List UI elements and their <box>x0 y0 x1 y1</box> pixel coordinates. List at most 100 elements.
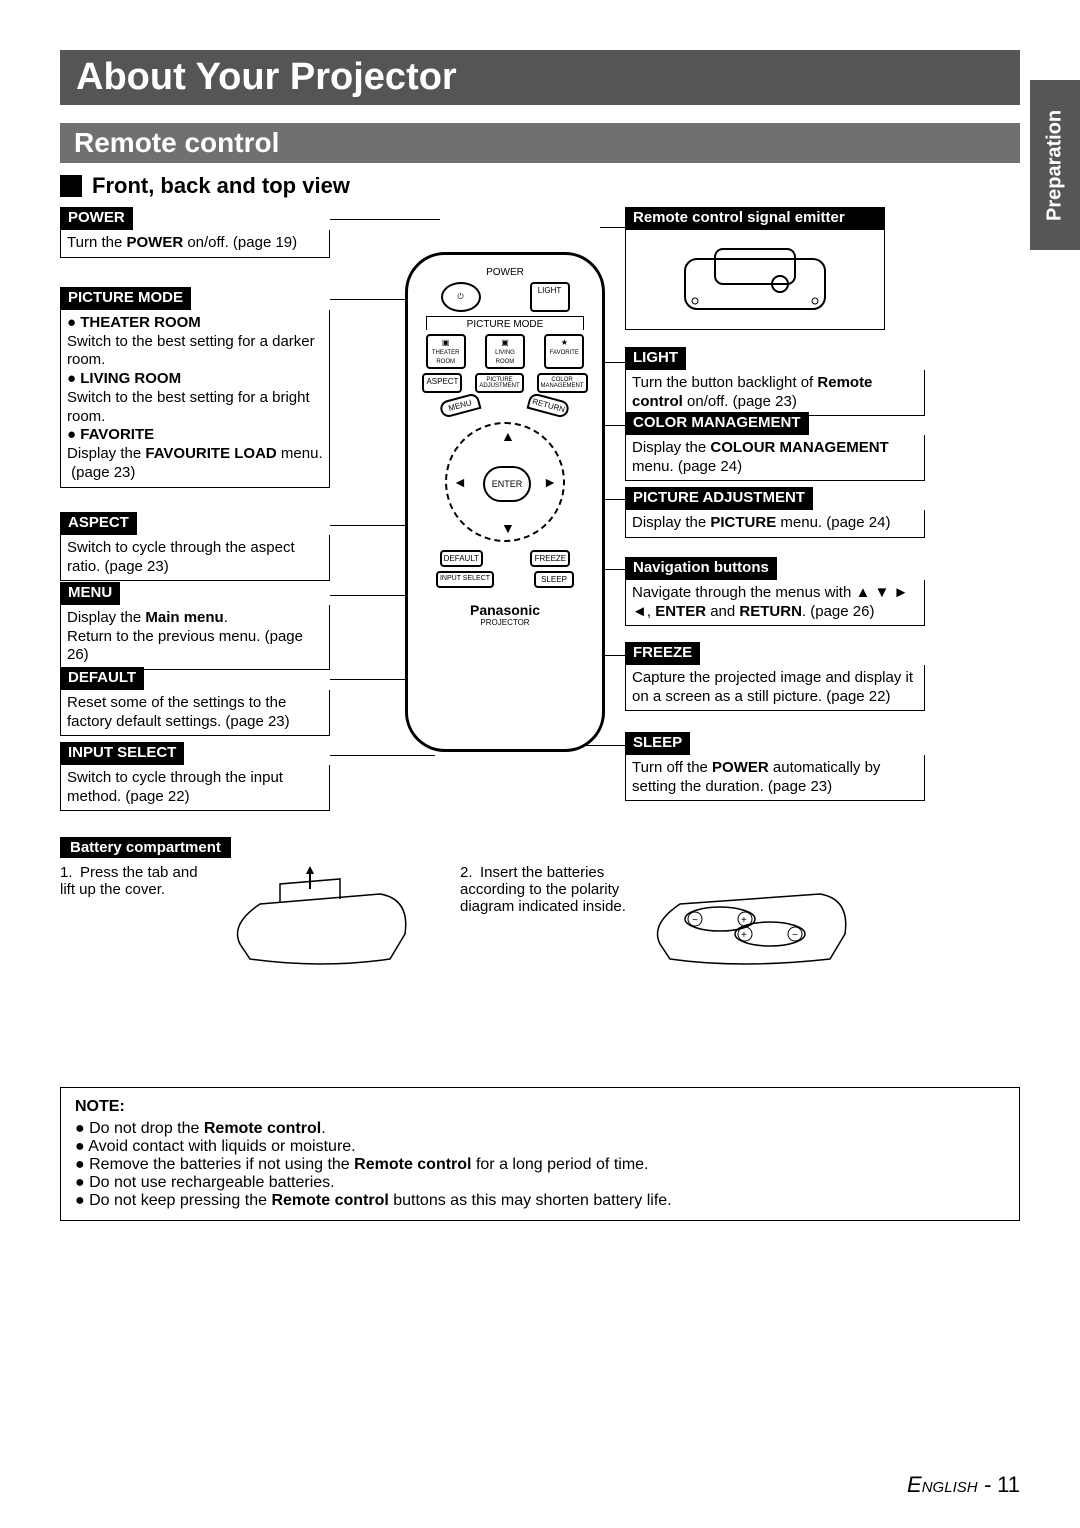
callout-input-select: INPUT SELECT Switch to cycle through the… <box>60 742 330 811</box>
connector-line <box>330 755 435 756</box>
remote-power-label: POWER <box>416 267 594 278</box>
callout-body: Turn off the POWER automatically by sett… <box>625 755 925 802</box>
remote-favorite-button: ★FAVORITE <box>544 334 584 369</box>
remote-light-button: LIGHT <box>530 282 570 312</box>
svg-text:−: − <box>792 930 798 941</box>
callout-body: Reset some of the settings to the factor… <box>60 690 330 737</box>
emitter-icon <box>680 239 830 319</box>
callout-header: Remote control signal emitter <box>625 207 885 230</box>
subsection-heading: Front, back and top view <box>60 173 1020 199</box>
footer-dash: - <box>984 1472 997 1497</box>
callout-color-mgmt: COLOR MANAGEMENT Display the COLOUR MANA… <box>625 412 925 481</box>
subsection-text: Front, back and top view <box>92 173 350 199</box>
note-item: Do not drop the Remote control. <box>75 1120 1005 1138</box>
remote-enter-button: ENTER <box>483 466 531 502</box>
remote-dpad: ▲ ▼ ◄ ► ENTER <box>445 422 565 542</box>
callout-header: COLOR MANAGEMENT <box>625 412 809 435</box>
remote-picadj-button: PICTUREADJUSTMENT <box>475 373 523 393</box>
callout-header: SLEEP <box>625 732 690 755</box>
callout-body: THEATER ROOMSwitch to the best setting f… <box>60 310 330 488</box>
battery-step-2: 2. Insert the batteries according to the… <box>460 864 860 974</box>
page-footer: English - 11 <box>907 1472 1020 1498</box>
remote-brand: Panasonic <box>416 602 594 618</box>
callout-header: MENU <box>60 582 120 605</box>
callout-header: Navigation buttons <box>625 557 777 580</box>
section-subtitle: Remote control <box>60 123 1020 163</box>
remote-sleep-button: SLEEP <box>534 571 574 588</box>
remote-theater-button: ▣THEATERROOM <box>426 334 466 369</box>
callout-header: FREEZE <box>625 642 700 665</box>
remote-aspect-button: ASPECT <box>422 373 462 393</box>
side-tab-preparation: Preparation <box>1030 80 1080 250</box>
arrow-left-icon: ◄ <box>453 474 467 490</box>
remote-return-button: RETURN <box>527 392 571 419</box>
remote-default-button: DEFAULT <box>440 550 483 567</box>
svg-text:−: − <box>692 915 698 926</box>
callout-header: PICTURE MODE <box>60 287 191 310</box>
callout-default: DEFAULT Reset some of the settings to th… <box>60 667 330 736</box>
battery-step1-text: 1. Press the tab and lift up the cover. <box>60 864 210 898</box>
callout-body <box>625 230 885 330</box>
remote-picture-mode-label: PICTURE MODE <box>426 316 584 330</box>
callout-menu: MENU Display the Main menu.Return to the… <box>60 582 330 670</box>
note-title: NOTE: <box>75 1098 1005 1116</box>
list-item: FAVORITEDisplay the FAVOURITE LOAD menu.… <box>67 426 323 482</box>
footer-lang: English <box>907 1472 978 1497</box>
callout-header: POWER <box>60 207 133 230</box>
callout-sleep: SLEEP Turn off the POWER automatically b… <box>625 732 925 801</box>
remote-menu-button: MENU <box>439 392 482 419</box>
note-item: Do not use rechargeable batteries. <box>75 1174 1005 1192</box>
remote-inputselect-button: INPUT SELECT <box>436 571 494 588</box>
page-title: About Your Projector <box>60 50 1020 105</box>
remote-illustration: POWER ⏻ LIGHT PICTURE MODE ▣THEATERROOM … <box>405 252 605 752</box>
arrow-right-icon: ► <box>543 474 557 490</box>
callout-nav-buttons: Navigation buttons Navigate through the … <box>625 557 925 626</box>
callout-signal-emitter: Remote control signal emitter <box>625 207 885 330</box>
callout-picture-mode: PICTURE MODE THEATER ROOMSwitch to the b… <box>60 287 330 488</box>
remote-living-button: ▣LIVINGROOM <box>485 334 525 369</box>
connector-line <box>330 219 440 220</box>
callout-header: ASPECT <box>60 512 137 535</box>
list-item: THEATER ROOMSwitch to the best setting f… <box>67 314 323 370</box>
callout-body: Turn the POWER on/off. (page 19) <box>60 230 330 258</box>
battery-compartment-section: Battery compartment 1. Press the tab and… <box>60 837 960 974</box>
square-bullet-icon <box>60 175 82 197</box>
callout-header: DEFAULT <box>60 667 144 690</box>
callout-header: LIGHT <box>625 347 686 370</box>
callout-body: Switch to cycle through the aspect ratio… <box>60 535 330 582</box>
callout-body: Display the COLOUR MANAGEMENT menu. (pag… <box>625 435 925 482</box>
picture-mode-list: THEATER ROOMSwitch to the best setting f… <box>67 314 323 483</box>
note-box: NOTE: Do not drop the Remote control. Av… <box>60 1087 1020 1221</box>
remote-sub: PROJECTOR <box>416 618 594 627</box>
callout-freeze: FREEZE Capture the projected image and d… <box>625 642 925 711</box>
callout-body: Navigate through the menus with ▲ ▼ ► ◄,… <box>625 580 925 627</box>
note-item: Remove the batteries if not using the Re… <box>75 1156 1005 1174</box>
svg-text:+: + <box>741 930 747 941</box>
remote-color-button: COLORMANAGEMENT <box>537 373 588 393</box>
battery-step-1: 1. Press the tab and lift up the cover. <box>60 864 420 974</box>
callout-aspect: ASPECT Switch to cycle through the aspec… <box>60 512 330 581</box>
footer-page: 11 <box>997 1472 1020 1497</box>
svg-text:+: + <box>741 915 747 926</box>
note-list: Do not drop the Remote control. Avoid co… <box>75 1120 1005 1210</box>
callout-pic-adj: PICTURE ADJUSTMENT Display the PICTURE m… <box>625 487 925 538</box>
battery-insert-icon: − + + − <box>640 864 860 974</box>
callout-body: Display the Main menu.Return to the prev… <box>60 605 330 670</box>
remote-freeze-button: FREEZE <box>530 550 570 567</box>
callout-body: Capture the projected image and display … <box>625 665 925 712</box>
remote-diagram: POWER Turn the POWER on/off. (page 19) P… <box>60 207 1020 1007</box>
battery-header: Battery compartment <box>60 837 231 858</box>
arrow-up-icon: ▲ <box>501 428 515 444</box>
callout-body: Turn the button backlight of Remote cont… <box>625 370 925 417</box>
callout-body: Display the PICTURE menu. (page 24) <box>625 510 925 538</box>
callout-header: PICTURE ADJUSTMENT <box>625 487 813 510</box>
remote-power-button: ⏻ <box>441 282 481 312</box>
note-item: Avoid contact with liquids or moisture. <box>75 1138 1005 1156</box>
callout-header: INPUT SELECT <box>60 742 184 765</box>
connector-line <box>600 227 625 228</box>
note-item: Do not keep pressing the Remote control … <box>75 1192 1005 1210</box>
callout-power: POWER Turn the POWER on/off. (page 19) <box>60 207 330 258</box>
battery-step2-text: 2. Insert the batteries according to the… <box>460 864 630 915</box>
callout-light: LIGHT Turn the button backlight of Remot… <box>625 347 925 416</box>
callout-body: Switch to cycle through the input method… <box>60 765 330 812</box>
